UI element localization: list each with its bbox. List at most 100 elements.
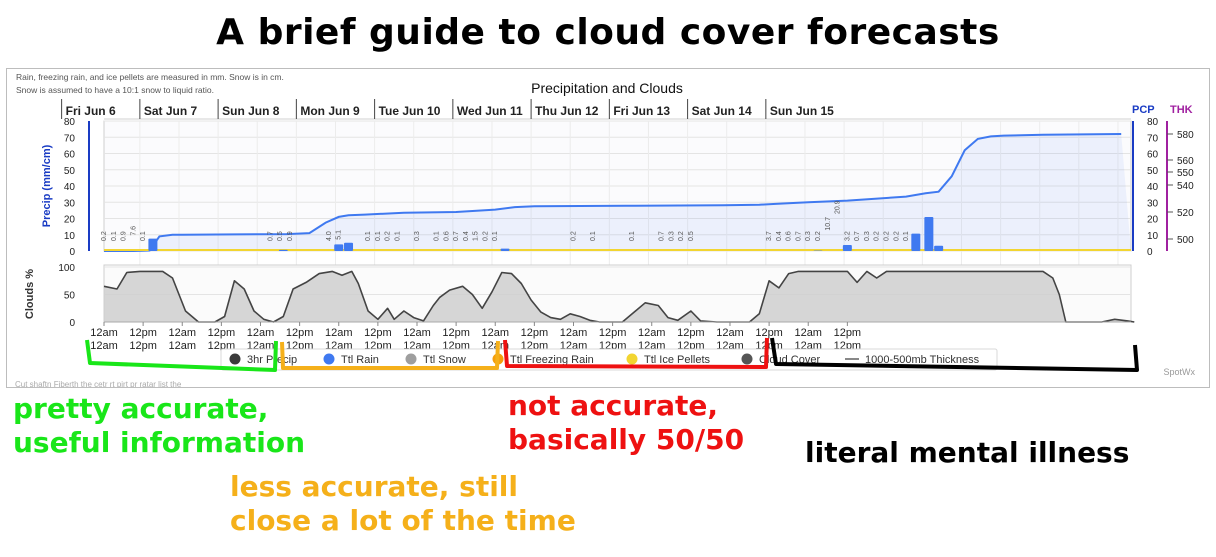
cloud-cover-area: [104, 271, 1135, 322]
thk-tick-label: 550: [1177, 168, 1194, 179]
pcp-tick-label: 40: [1147, 182, 1159, 193]
time-tick-label: 12pm: [286, 327, 314, 339]
annotation-line: useful information: [13, 426, 306, 459]
legend-label: Ttl Rain: [341, 354, 379, 366]
day-label: Mon Jun 9: [300, 104, 360, 118]
legend-swatch-icon: [405, 353, 417, 365]
annotation-black: literal mental illness: [805, 436, 1129, 470]
precip-value-label: 0.7: [267, 231, 274, 241]
pcp-axis-label: PCP: [1132, 104, 1155, 116]
annotation-line: pretty accurate,: [13, 392, 269, 425]
precip-value-label: 0.1: [111, 231, 118, 241]
clouds-tick-label: 0: [69, 318, 75, 329]
precip-value-label: 0.7: [453, 231, 460, 241]
precip-tick-label: 70: [64, 133, 76, 144]
annotation-orange: less accurate, still close a lot of the …: [230, 470, 576, 538]
legend-swatch-icon: [323, 353, 335, 365]
thk-axis-label: THK: [1170, 104, 1193, 116]
time-tick-label: 12am: [638, 327, 666, 339]
precip-bar: [148, 238, 158, 251]
precip-value-label: 0.1: [492, 231, 499, 241]
precip-value-label: 0.6: [443, 231, 450, 241]
day-label: Sat Jun 14: [692, 104, 752, 118]
time-tick-label: 12am: [794, 327, 822, 339]
pcp-tick-label: 70: [1147, 133, 1159, 144]
precip-value-label: 0.5: [277, 231, 284, 241]
thk-tick-label: 560: [1177, 156, 1194, 167]
time-tick-label: 12pm: [208, 327, 236, 339]
precip-value-label: 5.1: [336, 230, 343, 240]
precip-value-label: 0.5: [688, 231, 695, 241]
legend-swatch-icon: [229, 353, 241, 365]
forecast-chart-svg: Rain, freezing rain, and ice pellets are…: [15, 72, 1195, 387]
day-label: Sun Jun 8: [222, 104, 280, 118]
annotation-line: less accurate, still: [230, 470, 518, 503]
precip-value-label: 0.2: [101, 231, 108, 241]
clouds-axis-label: Clouds %: [24, 269, 36, 319]
precip-tick-label: 30: [64, 198, 76, 209]
precip-value-label: 0.3: [805, 231, 812, 241]
precip-value-label: 0.1: [375, 231, 382, 241]
precip-value-label: 3.2: [844, 231, 851, 241]
pcp-tick-label: 80: [1147, 117, 1159, 128]
legend-label: Ttl Ice Pellets: [644, 354, 711, 366]
precip-value-label: 0.1: [629, 231, 636, 241]
time-tick-label: 12pm: [521, 327, 549, 339]
thk-tick-label: 520: [1177, 208, 1194, 219]
precip-value-label: 0.7: [795, 231, 802, 241]
precip-tick-label: 10: [64, 231, 76, 242]
precip-value-label: 4.0: [326, 231, 333, 241]
thk-tick-label: 500: [1177, 235, 1194, 246]
time-tick-label: 12am: [247, 327, 275, 339]
precip-value-label: 0.9: [121, 231, 128, 241]
precip-value-label: 0.2: [874, 231, 881, 241]
ttl-rain-line: [104, 133, 1122, 252]
annotation-line: not accurate,: [508, 389, 719, 422]
precip-tick-label: 50: [64, 166, 76, 177]
cutoff-text: Cut shaftn Fiberth the cetr rt pirt pr r…: [15, 380, 182, 387]
legend-swatch-icon: [492, 353, 504, 365]
precip-tick-label: 0: [69, 247, 75, 258]
precip-value-label: 7.6: [130, 226, 137, 236]
precip-tick-label: 60: [64, 150, 76, 161]
pcp-tick-label: 50: [1147, 166, 1159, 177]
precip-bar: [500, 248, 510, 251]
precip-bar: [344, 242, 354, 251]
clouds-tick-label: 50: [64, 291, 76, 302]
day-label: Fri Jun 6: [66, 104, 116, 118]
precip-value-label: 1.5: [473, 231, 480, 241]
precip-bar: [924, 217, 934, 251]
precip-value-label: 20.9: [835, 200, 842, 214]
time-tick-label: 12pm: [677, 327, 705, 339]
time-tick-label: 12am: [325, 327, 353, 339]
time-tick-label: 12pm: [442, 327, 470, 339]
precip-value-label: 0.1: [590, 231, 597, 241]
precip-value-label: 0.3: [864, 231, 871, 241]
clouds-tick-label: 100: [58, 263, 75, 274]
precip-value-label: 0.1: [903, 231, 910, 241]
legend-label: 3hr Precip: [247, 354, 297, 366]
legend-label: 1000-500mb Thickness: [865, 354, 980, 366]
precip-tick-label: 80: [64, 117, 76, 128]
precip-value-label: 0.9: [287, 231, 294, 241]
day-label: Thu Jun 12: [535, 104, 599, 118]
precip-value-label: 0.2: [893, 231, 900, 241]
legend-label: Cloud Cover: [759, 354, 820, 366]
chart-title: Precipitation and Clouds: [531, 80, 683, 96]
precip-bar: [278, 249, 288, 251]
meme-title: A brief guide to cloud cover forecasts: [216, 12, 1000, 53]
time-tick-label: 12pm: [364, 327, 392, 339]
day-label: Tue Jun 10: [379, 104, 441, 118]
day-label: Wed Jun 11: [457, 104, 523, 118]
pcp-tick-label: 20: [1147, 215, 1159, 226]
precip-value-label: 0.3: [414, 231, 421, 241]
legend-label: Ttl Snow: [423, 354, 466, 366]
annotation-line: close a lot of the time: [230, 504, 576, 537]
precip-value-label: 0.4: [463, 231, 470, 241]
time-tick-label: 12am: [90, 340, 118, 352]
precip-tick-label: 20: [64, 215, 76, 226]
time-tick-label: 12pm: [129, 340, 157, 352]
annotation-red: not accurate, basically 50/50: [508, 389, 744, 457]
time-tick-label: 12am: [481, 327, 509, 339]
precip-value-label: 0.7: [659, 231, 666, 241]
